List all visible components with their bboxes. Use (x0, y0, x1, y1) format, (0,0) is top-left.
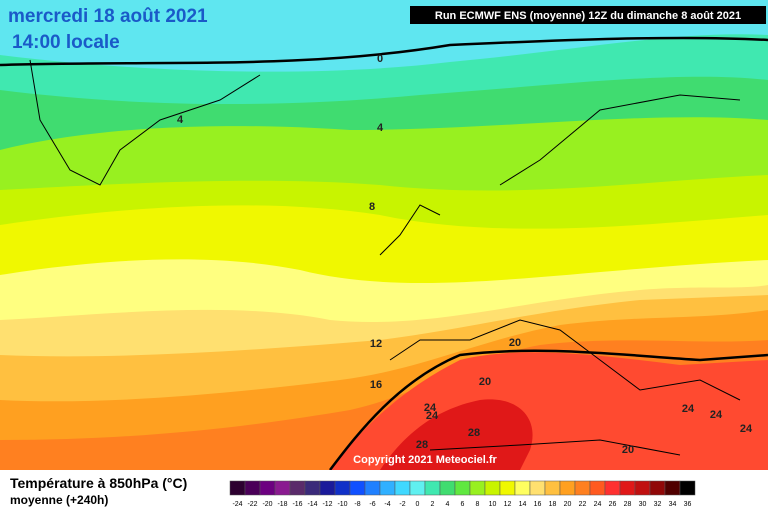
time: 14:00 locale (12, 32, 120, 53)
map (0, 0, 768, 471)
run-box (410, 6, 766, 24)
contour-label: 28 (416, 439, 428, 451)
legend-label: 2 (431, 501, 435, 508)
legend-swatch (484, 480, 501, 496)
contour-label: 8 (369, 201, 375, 213)
legend-label: 16 (534, 501, 542, 508)
legend-swatch (559, 480, 576, 496)
contour-label: 16 (370, 379, 382, 391)
legend-swatch (259, 480, 276, 496)
legend-label: 12 (504, 501, 512, 508)
legend-swatch (499, 480, 516, 496)
legend-swatch (604, 480, 621, 496)
run-info: Run ECMWF ENS (moyenne) 12Z du dimanche … (435, 10, 741, 22)
footer-subtitle: moyenne (+240h) (10, 493, 108, 507)
legend-swatch (319, 480, 336, 496)
contour-label: 20 (509, 337, 521, 349)
legend-swatch (244, 480, 261, 496)
legend-label: -20 (262, 501, 272, 508)
legend-label: 6 (461, 501, 465, 508)
legend-swatch (664, 480, 681, 496)
contour-label: 20 (479, 376, 491, 388)
contour-label: 12 (370, 338, 382, 350)
legend-label: 26 (609, 501, 617, 508)
legend-swatch (514, 480, 531, 496)
legend-label: 22 (579, 501, 587, 508)
contour-line (0, 36, 768, 67)
legend-swatch (469, 480, 486, 496)
contour-label: 20 (622, 444, 634, 456)
legend-label: 4 (446, 501, 450, 508)
contour-label: 24 (424, 402, 437, 414)
contour-line (329, 349, 768, 471)
legend-swatch (349, 480, 366, 496)
legend-swatch (304, 480, 321, 496)
legend-swatch (379, 480, 396, 496)
contour-label: 24 (426, 410, 439, 422)
legend-swatch (394, 480, 411, 496)
legend-swatch (289, 480, 306, 496)
coastline (29, 59, 741, 456)
legend-swatch (364, 480, 381, 496)
legend-label: 20 (564, 501, 572, 508)
legend-swatch (544, 480, 561, 496)
legend-label: -24 (232, 501, 242, 508)
legend-label: -10 (337, 501, 347, 508)
legend-swatch (454, 480, 471, 496)
legend-swatch (529, 480, 546, 496)
legend-label: -16 (292, 501, 302, 508)
contour-label: 24 (740, 423, 753, 435)
legend-label: 18 (549, 501, 557, 508)
contour-label: 0 (377, 53, 383, 65)
legend-swatch (439, 480, 456, 496)
contour-label: 28 (468, 427, 480, 439)
legend-swatch (634, 480, 651, 496)
legend-label: 14 (519, 501, 527, 508)
legend-swatch (424, 480, 441, 496)
legend-label: 8 (476, 501, 480, 508)
legend-label: 32 (654, 501, 662, 508)
legend-label: 30 (639, 501, 647, 508)
legend-label: 0 (416, 501, 420, 508)
legend-swatch (649, 480, 666, 496)
legend-label: 28 (624, 501, 632, 508)
legend-swatch (679, 480, 696, 496)
legend-label: 24 (594, 501, 602, 508)
legend-label: -8 (354, 501, 360, 508)
legend-swatch (229, 480, 246, 496)
legend-swatch (409, 480, 426, 496)
contour-label: 4 (377, 122, 384, 134)
legend-label: -22 (247, 501, 257, 508)
legend-swatch (274, 480, 291, 496)
contour-label: 4 (177, 114, 184, 126)
date: mercredi 18 août 2021 (8, 6, 208, 27)
legend-label: 34 (669, 501, 677, 508)
legend-swatch (589, 480, 606, 496)
legend-label: 10 (489, 501, 497, 508)
contour-label: 24 (710, 409, 723, 421)
legend-swatch (334, 480, 351, 496)
legend-label: 36 (684, 501, 692, 508)
legend-swatch (619, 480, 636, 496)
legend-label: -12 (322, 501, 332, 508)
legend-label: -18 (277, 501, 287, 508)
legend-label: -14 (307, 501, 317, 508)
contour-label: 24 (682, 403, 695, 415)
copyright: Copyright 2021 Meteociel.fr (353, 454, 497, 466)
legend-swatch (574, 480, 591, 496)
footer-title: Température à 850hPa (°C) (10, 475, 187, 491)
legend-label: -4 (384, 501, 390, 508)
legend-label: -2 (399, 501, 405, 508)
band (380, 399, 533, 470)
legend-label: -6 (369, 501, 375, 508)
